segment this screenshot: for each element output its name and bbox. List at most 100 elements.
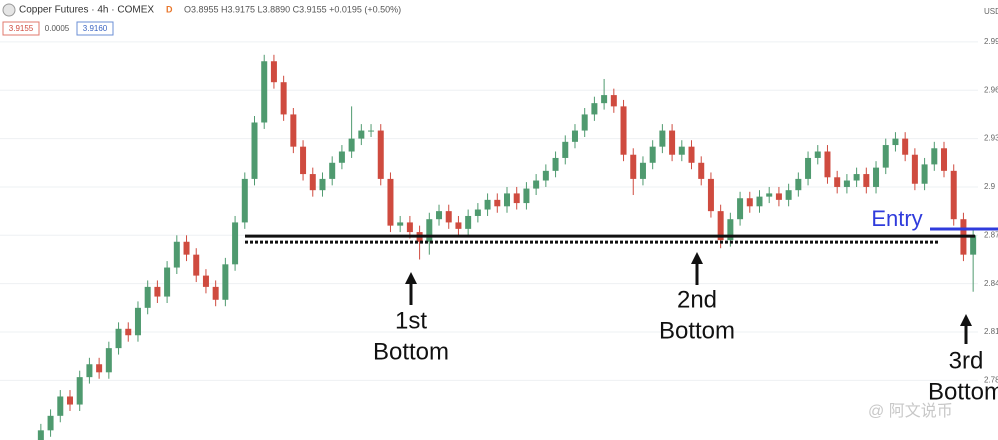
arrowhead (405, 272, 417, 284)
price-box (2, 21, 40, 36)
candle-body (76, 377, 83, 405)
candle-body (746, 198, 753, 207)
candle-body (377, 130, 384, 179)
candle-body (212, 286, 219, 300)
y-tick-label: 2.78 (984, 375, 998, 384)
candle-body (970, 235, 977, 255)
price-box (76, 21, 114, 36)
candle-body (241, 178, 248, 223)
candle-body (882, 145, 889, 168)
candle-body (620, 106, 627, 155)
y-tick-label: 2.81 (984, 327, 998, 336)
candle-body (96, 364, 103, 373)
candle-body (698, 162, 705, 179)
candle-body (387, 178, 394, 226)
candle-body (863, 174, 870, 187)
candle-body (406, 222, 413, 233)
ohlc-text: O3.8955 H3.9175 L3.8890 C3.9155 +0.0195 … (184, 4, 401, 14)
candle-body (173, 241, 180, 268)
candle-body (805, 157, 812, 179)
candle-body (775, 193, 782, 200)
candle-body (66, 396, 73, 405)
candle-body (105, 348, 112, 373)
candle-body (649, 146, 656, 163)
candle-body (707, 178, 714, 212)
candle-body (57, 396, 64, 416)
annotation: 2nd (677, 286, 717, 313)
candle-body (319, 178, 326, 191)
candle-body (571, 130, 578, 142)
y-tick-label: 2.87 (984, 230, 998, 239)
annotation: 3rd (949, 347, 984, 374)
symbol-icon (2, 3, 16, 17)
candle-body (494, 199, 501, 207)
candle-body (902, 138, 909, 155)
candle-body (853, 174, 860, 181)
candle-body (504, 193, 510, 207)
y-tick-label: 2.84 (984, 279, 998, 288)
candle-body (931, 148, 938, 165)
candle-body (270, 61, 277, 83)
candle-body (115, 328, 122, 349)
watermark: @ 阿文说币 (868, 402, 953, 420)
candle-body (581, 114, 588, 131)
candle-body (426, 219, 433, 242)
level-label: Entry (871, 206, 922, 231)
candle-body (678, 146, 685, 155)
candle-body (610, 95, 617, 107)
candle-body (950, 170, 957, 220)
candle-body (562, 141, 569, 158)
candle-body (669, 130, 676, 155)
candle-body (436, 211, 443, 220)
header: Copper Futures · 4h · COMEX D O3.8955 H3… (2, 3, 998, 36)
candle-body (280, 82, 287, 115)
candle-body (358, 130, 365, 139)
candle-body (134, 307, 141, 336)
candle-body (785, 190, 792, 200)
candle-body (552, 157, 559, 171)
candle-body (232, 222, 239, 265)
candle-body (824, 151, 831, 178)
candle-body (601, 95, 608, 104)
candle-body (533, 180, 540, 189)
candles (37, 54, 977, 440)
candle-body (941, 148, 948, 171)
candle-body (630, 154, 637, 179)
candle-body (251, 122, 258, 179)
candle-body (202, 275, 209, 287)
annotation: Bottom (659, 317, 735, 344)
candle-body (659, 130, 666, 147)
candle-body (688, 146, 695, 163)
candle-body (766, 193, 773, 197)
arrows (405, 252, 972, 344)
y-tick-label: 2.9 (984, 182, 996, 191)
candle-body (300, 146, 307, 175)
candle-body (348, 138, 355, 152)
candle-body (892, 138, 899, 146)
y-tick-label: 2.93 (984, 134, 998, 143)
candle-body (144, 286, 151, 308)
candle-body (727, 219, 734, 241)
levels: Entry (245, 206, 998, 244)
candle-body (737, 198, 744, 220)
candle-body (397, 222, 404, 226)
candle-body (222, 264, 229, 300)
badge: D (166, 4, 173, 14)
candle-body (911, 154, 918, 184)
candle-body (921, 164, 928, 184)
candle-body (484, 199, 491, 210)
price-box-text: 3.9160 (83, 24, 108, 33)
candle-body (455, 222, 462, 229)
candle-body (795, 178, 802, 191)
candle-body (125, 328, 132, 336)
candle-body (513, 193, 520, 204)
candle-body (873, 167, 880, 187)
candle-body (154, 286, 161, 297)
annotation: Bottom (373, 338, 449, 365)
arrowhead (691, 252, 703, 264)
candle-body (329, 162, 336, 179)
candle-body (639, 162, 646, 179)
